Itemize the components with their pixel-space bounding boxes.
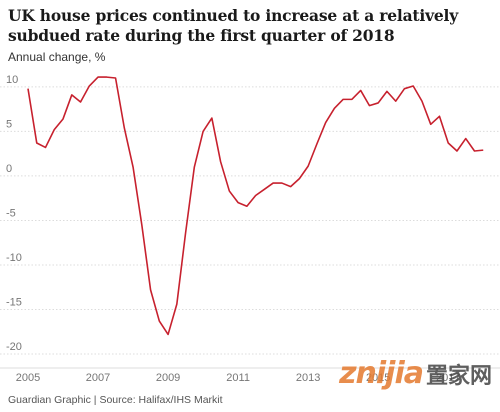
x-tick-labels: 2005 2007 2009 2011 2013 2015 2017 <box>16 372 461 384</box>
y-tick-label: 5 <box>6 118 12 130</box>
series-layer <box>27 76 484 336</box>
y-tick-label: 0 <box>6 163 12 175</box>
y-tick-label: -10 <box>6 252 22 264</box>
x-tick-label: 2009 <box>156 372 180 384</box>
x-tick-label: 2013 <box>296 372 320 384</box>
y-tick-label: 10 <box>6 74 18 86</box>
y-axis-label: Annual change, % <box>8 50 106 64</box>
watermark-logo: znijia <box>339 356 424 391</box>
x-tick-label: 2007 <box>86 372 110 384</box>
y-tick-label: -15 <box>6 296 22 308</box>
watermark: znijia 置家网 <box>339 356 492 391</box>
chart-title: UK house prices continued to increase at… <box>8 6 459 45</box>
y-tick-labels: 10 5 0 -5 -10 -15 -20 <box>6 74 22 353</box>
watermark-chinese-text: 置家网 <box>425 363 492 389</box>
grid-layer <box>0 86 500 369</box>
x-tick-label: 2015 <box>366 372 390 384</box>
line-chart: 10 5 0 -5 -10 -15 -20 2005 2007 2009 2011 2013 2015… <box>0 74 500 384</box>
series-line <box>27 76 484 336</box>
x-tick-label: 2011 <box>226 372 250 384</box>
x-tick-label: 2017 <box>436 372 460 384</box>
y-tick-label: -20 <box>6 341 22 353</box>
source-credit: Guardian Graphic | Source: Halifax/IHS M… <box>8 394 223 406</box>
chart-area: 10 5 0 -5 -10 -15 -20 2005 2007 2009 2011 2013 2015… <box>0 66 500 386</box>
y-tick-label: -5 <box>6 207 16 219</box>
x-tick-label: 2005 <box>16 372 40 384</box>
